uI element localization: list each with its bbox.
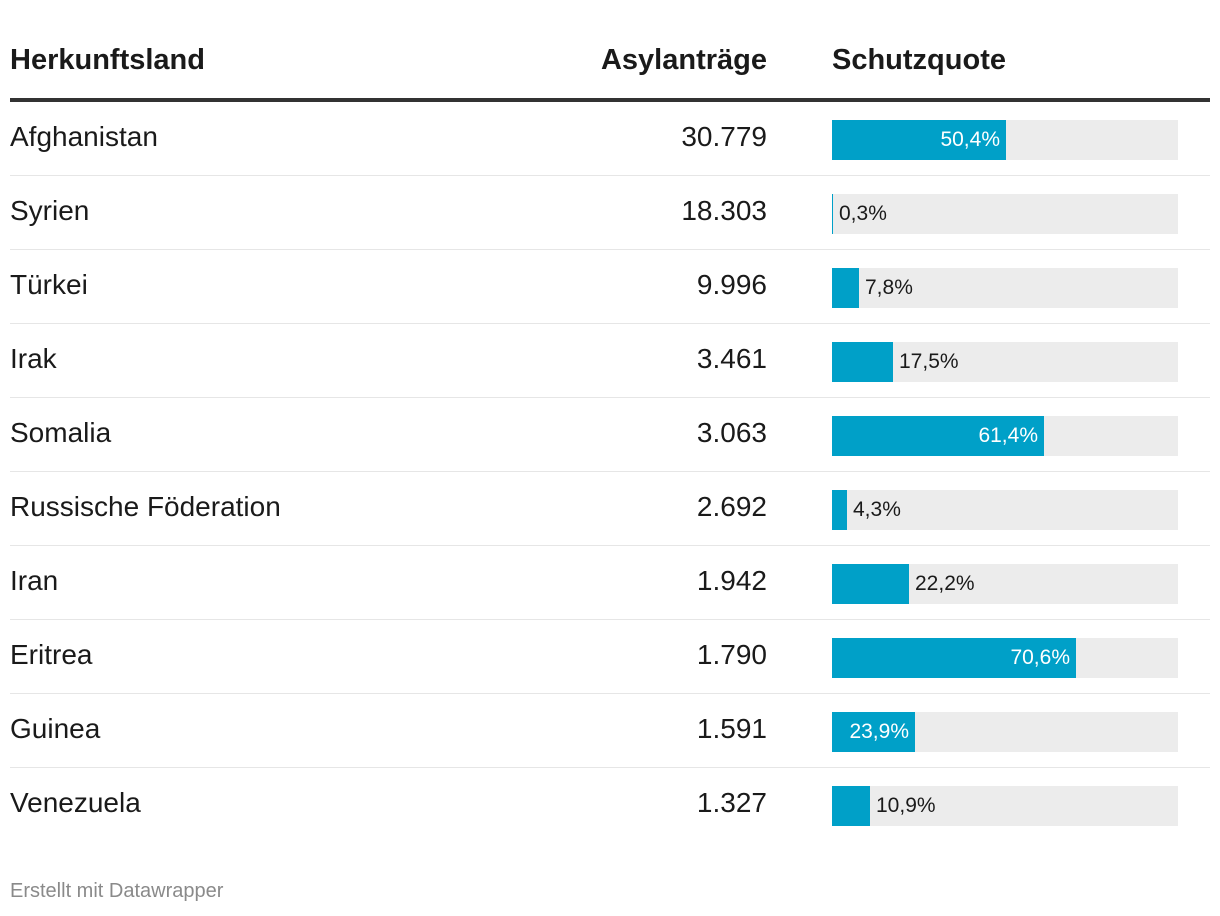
quote-label: 70,6% (1010, 646, 1070, 669)
table-header: Herkunftsland Asylanträge Schutzquote (10, 0, 1210, 102)
quote-bar-track: 50,4% (832, 120, 1178, 160)
quote-label: 7,8% (865, 276, 913, 299)
quote-label: 17,5% (899, 350, 959, 373)
quote-label: 61,4% (978, 424, 1038, 447)
table-row: Venezuela 1.327 10,9% (10, 768, 1210, 841)
header-country[interactable]: Herkunftsland (10, 44, 205, 76)
quote-bar-track: 0,3% (832, 194, 1178, 234)
quote-bar (832, 342, 893, 382)
applications-cell: 3.461 (696, 343, 767, 374)
quote-bar-track: 10,9% (832, 786, 1178, 826)
country-cell: Russische Föderation (10, 491, 281, 522)
quote-bar-track: 4,3% (832, 490, 1178, 530)
country-cell: Syrien (10, 195, 90, 226)
table-row: Iran 1.942 22,2% (10, 546, 1210, 620)
table-row: Türkei 9.996 7,8% (10, 250, 1210, 324)
table-row: Somalia 3.063 61,4% (10, 398, 1210, 472)
quote-bar (832, 564, 909, 604)
country-cell: Guinea (10, 713, 101, 744)
applications-cell: 1.942 (696, 565, 767, 596)
quote-bar (832, 638, 1076, 678)
applications-cell: 3.063 (696, 417, 767, 448)
applications-cell: 1.790 (696, 639, 767, 670)
applications-cell: 30.779 (681, 121, 767, 152)
country-cell: Irak (10, 343, 57, 374)
country-cell: Afghanistan (10, 121, 158, 152)
data-table: Herkunftsland Asylanträge Schutzquote Af… (10, 0, 1210, 841)
quote-bar (832, 268, 859, 308)
quote-label: 4,3% (853, 498, 901, 521)
quote-bar-track: 22,2% (832, 564, 1178, 604)
country-cell: Venezuela (10, 787, 141, 818)
applications-cell: 1.327 (696, 787, 767, 818)
quote-bar-track: 23,9% (832, 712, 1178, 752)
applications-cell: 2.692 (696, 491, 767, 522)
quote-bar (832, 120, 1006, 160)
table-row: Guinea 1.591 23,9% (10, 694, 1210, 768)
country-cell: Türkei (10, 269, 88, 300)
quote-bar (832, 786, 870, 826)
applications-cell: 1.591 (696, 713, 767, 744)
quote-bar-track: 17,5% (832, 342, 1178, 382)
applications-cell: 18.303 (681, 195, 767, 226)
quote-label: 22,2% (915, 572, 975, 595)
quote-label: 50,4% (940, 128, 1000, 151)
country-cell: Iran (10, 565, 59, 596)
quote-bar (832, 712, 915, 752)
quote-bar-track: 61,4% (832, 416, 1178, 456)
quote-label: 10,9% (876, 794, 936, 817)
quote-bar (832, 416, 1044, 456)
credit-footer: Erstellt mit Datawrapper (10, 880, 224, 902)
table-row: Afghanistan 30.779 50,4% (10, 102, 1210, 176)
header-applications[interactable]: Asylanträge (600, 44, 767, 76)
quote-bar-track: 70,6% (832, 638, 1178, 678)
quote-label: 23,9% (849, 720, 909, 743)
quote-bar (832, 194, 833, 234)
country-cell: Somalia (10, 417, 112, 448)
table-body: Afghanistan 30.779 50,4% Syrien 18.303 0,3% Tü… (10, 102, 1210, 841)
country-cell: Eritrea (10, 639, 93, 670)
table-row: Russische Föderation 2.692 4,3% (10, 472, 1210, 546)
table-row: Irak 3.461 17,5% (10, 324, 1210, 398)
table-row: Syrien 18.303 0,3% (10, 176, 1210, 250)
header-quote[interactable]: Schutzquote (832, 44, 1006, 76)
quote-label: 0,3% (839, 202, 887, 225)
quote-bar (832, 490, 847, 530)
applications-cell: 9.996 (696, 269, 767, 300)
quote-bar-track: 7,8% (832, 268, 1178, 308)
table-row: Eritrea 1.790 70,6% (10, 620, 1210, 694)
